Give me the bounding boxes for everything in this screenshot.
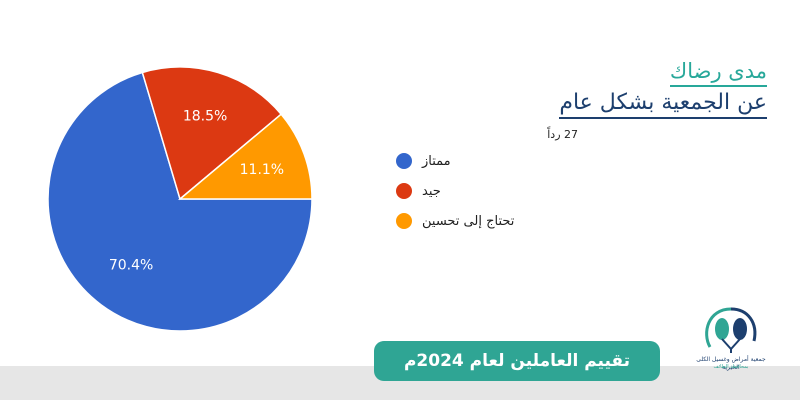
legend-label-needs-improvement: تحتاج إلى تحسين bbox=[422, 213, 515, 229]
title-line-1: مدى رضاك bbox=[669, 58, 767, 87]
logo-name: جمعية أمراض وغسيل الكلى الخيرية bbox=[696, 356, 766, 371]
legend-swatch-good bbox=[396, 183, 412, 199]
legend-label-good: جيد bbox=[422, 183, 441, 199]
legend-item-good: جيد bbox=[396, 180, 514, 202]
pie-slice-good bbox=[141, 66, 283, 201]
pie-chart: 70.4% 18.5% 11.1% bbox=[47, 66, 313, 332]
legend-swatch-excellent bbox=[396, 153, 412, 169]
legend-item-needs-improvement: تحتاج إلى تحسين bbox=[396, 210, 514, 232]
logo-subtitle: بمحافظة الطائف bbox=[713, 364, 749, 370]
pie-slice-needs-improvement bbox=[177, 113, 313, 200]
legend: ممتاز جيد تحتاج إلى تحسين bbox=[396, 150, 514, 240]
kidney-logo-icon bbox=[705, 307, 757, 353]
legend-item-excellent: ممتاز bbox=[396, 150, 514, 172]
chart-title: مدى رضاك عن الجمعية بشكل عام bbox=[559, 58, 767, 119]
title-line-2: عن الجمعية بشكل عام bbox=[559, 89, 767, 119]
banner: تقييم العاملين لعام 2024م bbox=[374, 341, 660, 381]
pie-label-excellent: 70.4% bbox=[109, 258, 153, 274]
legend-label-excellent: ممتاز bbox=[422, 153, 451, 169]
pie-label-needs-improvement: 11.1% bbox=[240, 162, 284, 178]
pie-label-good: 18.5% bbox=[183, 109, 227, 125]
pie-slice-excellent bbox=[47, 71, 313, 332]
response-count: 27 رداً bbox=[547, 128, 578, 141]
legend-swatch-needs-improvement bbox=[396, 213, 412, 229]
